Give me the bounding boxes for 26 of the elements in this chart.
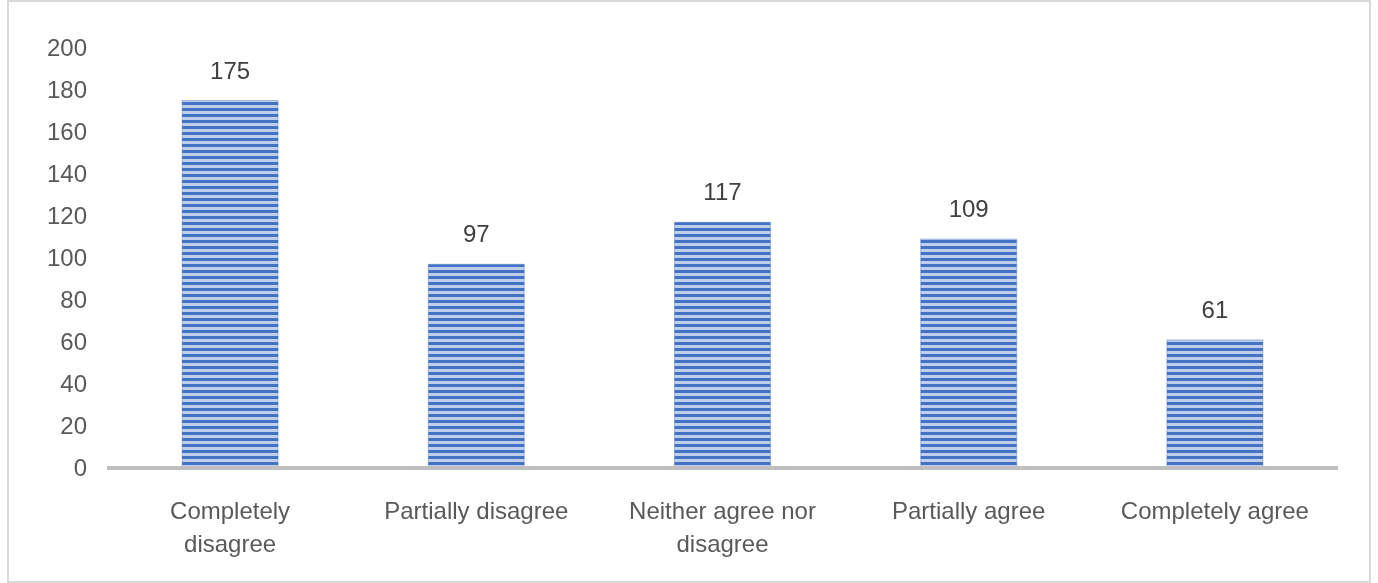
y-tick-label: 160 [46,118,87,146]
y-tick-label: 40 [60,370,87,398]
bar [427,263,525,469]
y-tick-label: 200 [46,34,87,62]
y-tick-label: 0 [73,454,87,482]
y-tick-label: 140 [46,160,87,188]
y-tick-label: 100 [46,244,87,272]
data-label: 109 [948,195,989,223]
data-label: 175 [210,56,251,84]
bar [181,100,279,469]
y-tick-label: 20 [60,412,87,440]
data-label: 61 [1201,295,1229,323]
bar [1166,339,1264,469]
data-label: 117 [703,178,742,206]
y-tick-label: 120 [46,202,87,230]
data-label: 97 [462,220,490,248]
bar [673,221,772,469]
y-tick-label: 80 [60,286,87,314]
bar [920,238,1018,469]
x-tick-label: Completely agree [1120,497,1309,524]
x-tick-label: Partially disagree [384,497,569,524]
x-tick-label: Neither agree nor disagree [629,497,816,557]
x-tick-label: Completely disagree [170,497,291,557]
y-tick-label: 60 [60,328,87,356]
y-tick-label: 180 [46,76,87,104]
x-tick-label: Partially agree [891,497,1046,524]
